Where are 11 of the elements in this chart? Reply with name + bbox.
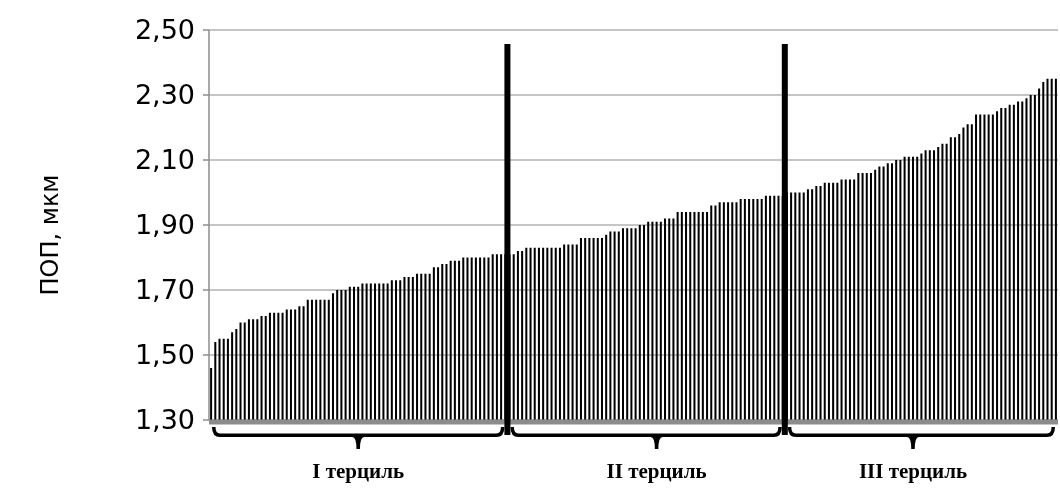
y-tick-label: 1,50: [134, 339, 195, 371]
x-tick-label: I терциль: [312, 459, 405, 483]
y-tick-label: 1,70: [134, 274, 195, 306]
y-tick-label: 2,50: [134, 14, 195, 46]
y-tick-label: 2,30: [134, 79, 195, 111]
x-tick-label: III терциль: [858, 459, 968, 483]
y-axis-title: ПОП, мкм: [36, 174, 64, 296]
y-tick-label: 1,90: [134, 209, 195, 241]
y-tick-label: 2,10: [134, 144, 195, 176]
y-tick-label: 1,30: [134, 404, 195, 436]
x-tick-label: II терциль: [606, 459, 707, 483]
